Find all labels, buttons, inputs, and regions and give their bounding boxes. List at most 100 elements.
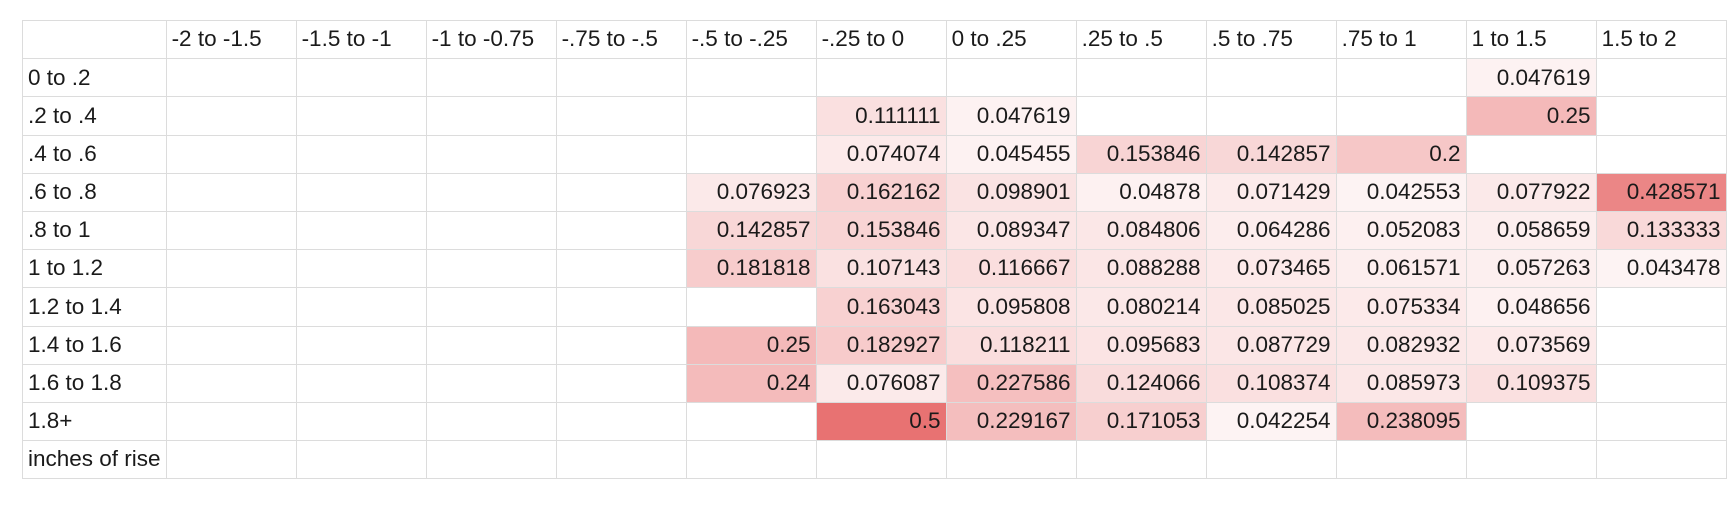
data-cell[interactable] — [555, 134, 687, 174]
data-cell[interactable]: 0.163043 — [815, 287, 947, 327]
data-cell[interactable] — [1595, 440, 1727, 480]
data-cell[interactable] — [555, 401, 687, 442]
data-cell[interactable] — [425, 58, 557, 98]
data-cell[interactable]: 0.043478 — [1595, 249, 1727, 289]
data-cell[interactable]: 0.085973 — [1335, 363, 1467, 403]
data-cell[interactable]: 0.111111 — [815, 96, 947, 136]
data-cell[interactable]: 0.181818 — [685, 249, 817, 289]
row-header[interactable]: 1.6 to 1.8 — [22, 363, 167, 403]
row-header[interactable]: .8 to 1 — [22, 210, 167, 251]
data-cell[interactable]: 0.095808 — [945, 287, 1077, 327]
data-cell[interactable] — [1075, 58, 1207, 98]
data-cell[interactable] — [295, 287, 427, 327]
row-header[interactable]: 1.4 to 1.6 — [22, 325, 167, 365]
data-cell[interactable] — [1205, 96, 1337, 136]
data-cell[interactable] — [555, 325, 687, 365]
corner-cell[interactable] — [22, 19, 167, 60]
data-cell[interactable] — [1595, 58, 1727, 98]
data-cell[interactable]: 0.25 — [1465, 96, 1597, 136]
data-cell[interactable] — [165, 134, 297, 174]
data-cell[interactable] — [165, 401, 297, 442]
data-cell[interactable]: 0.107143 — [815, 249, 947, 289]
column-header[interactable]: -.25 to 0 — [815, 19, 947, 60]
data-cell[interactable] — [165, 249, 297, 289]
data-cell[interactable] — [555, 96, 687, 136]
data-cell[interactable]: 0.142857 — [1205, 134, 1337, 174]
column-header[interactable]: -.75 to -.5 — [555, 19, 687, 60]
data-cell[interactable]: 0.088288 — [1075, 249, 1207, 289]
column-header[interactable]: .25 to .5 — [1075, 19, 1207, 60]
data-cell[interactable] — [1075, 96, 1207, 136]
data-cell[interactable]: 0.084806 — [1075, 210, 1207, 251]
data-cell[interactable] — [165, 287, 297, 327]
row-header[interactable]: 1 to 1.2 — [22, 249, 167, 289]
data-cell[interactable] — [1595, 134, 1727, 174]
data-cell[interactable] — [685, 58, 817, 98]
data-cell[interactable] — [425, 210, 557, 251]
data-cell[interactable]: 0.04878 — [1075, 172, 1207, 212]
data-cell[interactable]: 0.042553 — [1335, 172, 1467, 212]
data-cell[interactable] — [1595, 325, 1727, 365]
data-cell[interactable] — [165, 96, 297, 136]
data-cell[interactable] — [425, 363, 557, 403]
data-cell[interactable]: 0.182927 — [815, 325, 947, 365]
data-cell[interactable]: 0.048656 — [1465, 287, 1597, 327]
data-cell[interactable] — [165, 210, 297, 251]
data-cell[interactable]: 0.047619 — [1465, 58, 1597, 98]
column-header[interactable]: 1.5 to 2 — [1595, 19, 1727, 60]
column-header[interactable]: -.5 to -.25 — [685, 19, 817, 60]
data-cell[interactable]: 0.085025 — [1205, 287, 1337, 327]
data-cell[interactable] — [425, 401, 557, 442]
data-cell[interactable] — [1335, 96, 1467, 136]
data-cell[interactable]: 0.153846 — [1075, 134, 1207, 174]
data-cell[interactable]: 0.064286 — [1205, 210, 1337, 251]
data-cell[interactable] — [295, 440, 427, 480]
data-cell[interactable] — [685, 134, 817, 174]
data-cell[interactable]: 0.052083 — [1335, 210, 1467, 251]
data-cell[interactable] — [295, 134, 427, 174]
data-cell[interactable]: 0.238095 — [1335, 401, 1467, 442]
data-cell[interactable] — [165, 440, 297, 480]
data-cell[interactable]: 0.076923 — [685, 172, 817, 212]
data-cell[interactable] — [1465, 401, 1597, 442]
data-cell[interactable]: 0.074074 — [815, 134, 947, 174]
data-cell[interactable]: 0.171053 — [1075, 401, 1207, 442]
data-cell[interactable]: 0.087729 — [1205, 325, 1337, 365]
data-cell[interactable]: 0.5 — [815, 401, 947, 442]
data-cell[interactable] — [555, 287, 687, 327]
column-header[interactable]: 0 to .25 — [945, 19, 1077, 60]
data-cell[interactable] — [945, 58, 1077, 98]
column-header[interactable]: -1 to -0.75 — [425, 19, 557, 60]
data-cell[interactable] — [165, 172, 297, 212]
data-cell[interactable] — [1595, 96, 1727, 136]
data-cell[interactable]: 0.124066 — [1075, 363, 1207, 403]
data-cell[interactable]: 0.076087 — [815, 363, 947, 403]
data-cell[interactable] — [1205, 440, 1337, 480]
data-cell[interactable]: 0.073465 — [1205, 249, 1337, 289]
data-cell[interactable]: 0.047619 — [945, 96, 1077, 136]
data-cell[interactable]: 0.109375 — [1465, 363, 1597, 403]
data-cell[interactable] — [1205, 58, 1337, 98]
data-cell[interactable] — [1335, 440, 1467, 480]
data-cell[interactable]: 0.229167 — [945, 401, 1077, 442]
data-cell[interactable] — [295, 325, 427, 365]
data-cell[interactable]: 0.118211 — [945, 325, 1077, 365]
data-cell[interactable] — [295, 96, 427, 136]
data-cell[interactable]: 0.071429 — [1205, 172, 1337, 212]
data-cell[interactable] — [1595, 287, 1727, 327]
data-cell[interactable] — [295, 210, 427, 251]
data-cell[interactable] — [425, 96, 557, 136]
data-cell[interactable]: 0.098901 — [945, 172, 1077, 212]
data-cell[interactable] — [165, 58, 297, 98]
data-cell[interactable]: 0.077922 — [1465, 172, 1597, 212]
row-header[interactable]: .4 to .6 — [22, 134, 167, 174]
data-cell[interactable] — [425, 172, 557, 212]
data-cell[interactable] — [685, 401, 817, 442]
column-header[interactable]: 1 to 1.5 — [1465, 19, 1597, 60]
data-cell[interactable] — [555, 249, 687, 289]
data-cell[interactable] — [425, 249, 557, 289]
data-cell[interactable]: 0.227586 — [945, 363, 1077, 403]
data-cell[interactable]: 0.133333 — [1595, 210, 1727, 251]
data-cell[interactable]: 0.25 — [685, 325, 817, 365]
data-cell[interactable] — [815, 58, 947, 98]
